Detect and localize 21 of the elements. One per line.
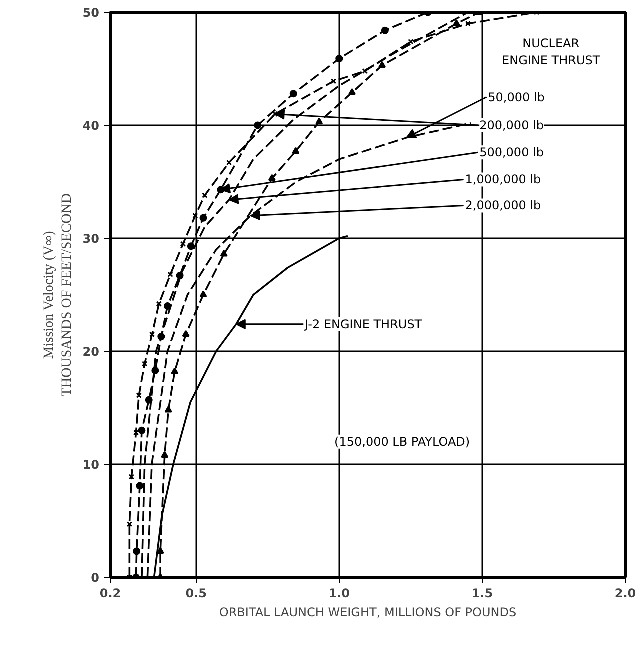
y-tick-label: 10 — [82, 458, 100, 472]
y-tick-label: 0 — [91, 571, 100, 585]
annotation: J-2 ENGINE THRUST — [304, 317, 423, 332]
x-tick-label: 2.0 — [614, 586, 636, 600]
annotation: 500,000 lb — [480, 146, 544, 160]
annotation: 50,000 lb — [488, 90, 545, 104]
annotation: 2,000,000 lb — [465, 198, 542, 213]
y-axis-title: Mission Velocity (V∞) THOUSANDS OF FEET/SECOND — [42, 193, 75, 397]
x-tick-label: 0.5 — [186, 586, 207, 600]
y-tick-label: 50 — [82, 6, 100, 20]
x-tick-label: 0.2 — [100, 586, 122, 600]
annotation: 1,000,000 lb — [465, 172, 542, 187]
annotation: (150,000 LB PAYLOAD) — [334, 434, 470, 449]
x-tick-label: 1.0 — [328, 586, 350, 600]
y-tick-label: 20 — [82, 345, 100, 359]
x-axis-title: ORBITAL LAUNCH WEIGHT, MILLIONS OF POUNDS — [219, 606, 517, 620]
y-tick-label: 40 — [82, 119, 100, 133]
y-tick-label: 30 — [82, 232, 100, 246]
annotation: 200,000 lb — [480, 118, 544, 132]
x-tick-label: 1.5 — [472, 586, 494, 600]
annotation: NUCLEAR ENGINE THRUST — [502, 36, 601, 68]
